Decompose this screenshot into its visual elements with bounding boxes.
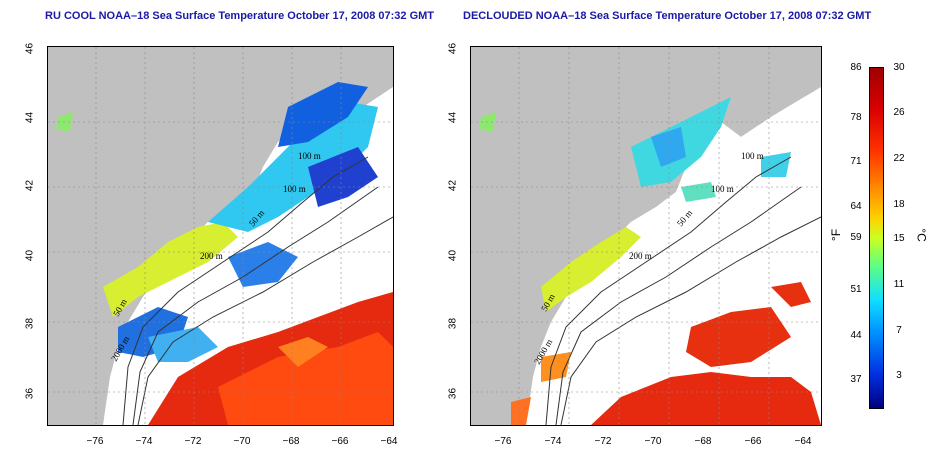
- temperature-colorbar: [869, 67, 884, 409]
- fahrenheit-unit-label: °F: [829, 228, 844, 242]
- left-map-title: RU COOL NOAA–18 Sea Surface Temperature …: [45, 10, 435, 22]
- celsius-tick: 22: [893, 153, 905, 164]
- fahrenheit-tick: 71: [850, 156, 862, 167]
- fahrenheit-tick: 86: [850, 62, 862, 73]
- right-x-tick: −76: [494, 436, 512, 447]
- left-x-tick: −68: [282, 436, 300, 447]
- left-sst-image: 100 m 100 m 200 m 50 m 2000 m 50 m: [48, 47, 393, 425]
- left-y-tick: 38: [24, 317, 36, 330]
- left-x-tick: −74: [135, 436, 153, 447]
- celsius-tick: 3: [896, 370, 902, 381]
- right-contour-label-2: 100 m: [711, 184, 734, 194]
- right-y-tick: 42: [447, 179, 459, 192]
- fahrenheit-tick: 51: [850, 284, 862, 295]
- right-map-title: DECLOUDED NOAA–18 Sea Surface Temperatur…: [463, 10, 872, 22]
- right-x-tick: −72: [594, 436, 612, 447]
- celsius-tick: 15: [893, 233, 905, 244]
- right-x-tick: −74: [544, 436, 562, 447]
- fahrenheit-tick: 78: [850, 112, 862, 123]
- fahrenheit-tick: 64: [850, 201, 862, 212]
- left-sst-map: 100 m 100 m 200 m 50 m 2000 m 50 m: [47, 46, 394, 426]
- right-y-tick: 38: [447, 317, 459, 330]
- right-y-tick: 44: [447, 111, 459, 124]
- left-y-tick: 46: [24, 42, 36, 55]
- left-x-tick: −72: [184, 436, 202, 447]
- right-sst-map: 100 m 100 m 200 m 50 m 2000 m 50 m: [470, 46, 822, 426]
- fahrenheit-tick: 44: [850, 330, 862, 341]
- celsius-tick: 11: [893, 279, 905, 290]
- right-contour-label-1: 100 m: [741, 151, 764, 161]
- left-x-tick: −76: [86, 436, 104, 447]
- celsius-unit-label: °C: [914, 228, 929, 242]
- left-y-tick: 42: [24, 179, 36, 192]
- right-x-tick: −66: [744, 436, 762, 447]
- left-contour-label-1: 100 m: [298, 151, 321, 161]
- left-contour-label-2: 100 m: [283, 184, 306, 194]
- right-contour-label-3: 200 m: [629, 251, 652, 261]
- left-x-tick: −70: [233, 436, 251, 447]
- left-y-tick: 44: [24, 111, 36, 124]
- right-x-tick: −68: [694, 436, 712, 447]
- left-x-tick: −64: [380, 436, 398, 447]
- left-x-tick: −66: [331, 436, 349, 447]
- left-y-tick: 40: [24, 249, 36, 262]
- fahrenheit-tick: 59: [850, 232, 862, 243]
- celsius-tick: 30: [893, 62, 905, 73]
- left-contour-label-3: 200 m: [200, 251, 223, 261]
- right-y-tick: 46: [447, 42, 459, 55]
- left-y-tick: 36: [24, 387, 36, 400]
- right-y-tick: 36: [447, 387, 459, 400]
- celsius-tick: 7: [896, 325, 902, 336]
- right-sst-image: 100 m 100 m 200 m 50 m 2000 m 50 m: [471, 47, 821, 425]
- celsius-tick: 26: [893, 107, 905, 118]
- right-y-tick: 40: [447, 249, 459, 262]
- celsius-tick: 18: [893, 199, 905, 210]
- right-x-tick: −70: [644, 436, 662, 447]
- right-x-tick: −64: [794, 436, 812, 447]
- fahrenheit-tick: 37: [850, 374, 862, 385]
